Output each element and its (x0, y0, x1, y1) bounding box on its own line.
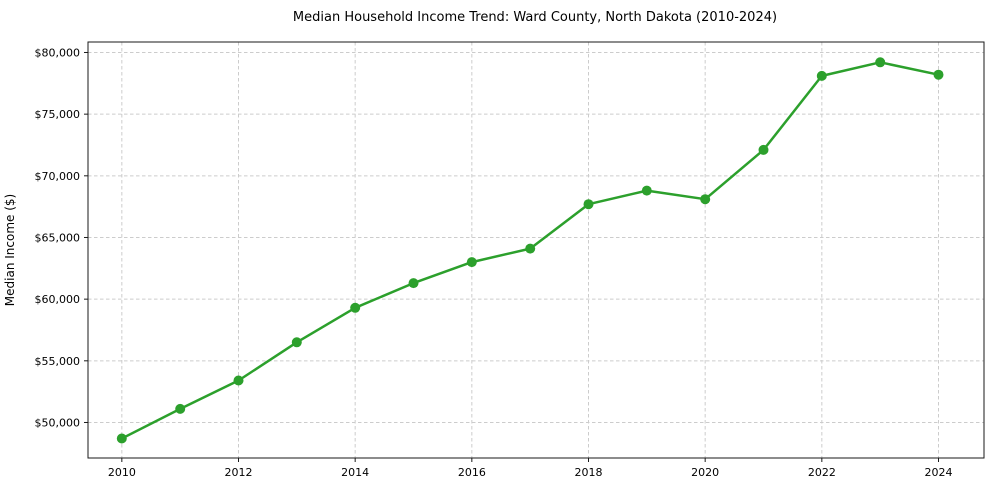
data-point (408, 278, 419, 289)
x-tick-label: 2022 (808, 466, 836, 479)
grid-layer (88, 42, 984, 458)
data-point (116, 433, 127, 444)
data-point (641, 185, 652, 196)
y-tick-label: $60,000 (35, 293, 81, 306)
y-axis-label: Median Income ($) (3, 194, 17, 306)
x-tick-label: 2016 (458, 466, 486, 479)
data-point (758, 144, 769, 155)
y-tick-label: $55,000 (35, 355, 81, 368)
data-point (816, 70, 827, 81)
data-point (700, 194, 711, 205)
data-point (525, 243, 536, 254)
y-tick-label: $50,000 (35, 416, 81, 429)
series-layer (116, 57, 944, 444)
y-tick-label: $65,000 (35, 231, 81, 244)
y-tick-label: $70,000 (35, 170, 81, 183)
data-point (933, 69, 944, 80)
data-point (291, 337, 302, 348)
data-point (175, 403, 186, 414)
x-tick-label: 2014 (341, 466, 369, 479)
x-tick-label: 2010 (108, 466, 136, 479)
y-tick-label: $80,000 (35, 46, 81, 59)
y-tick-label: $75,000 (35, 108, 81, 121)
data-point (350, 302, 361, 313)
x-tick-label: 2020 (691, 466, 719, 479)
data-point (233, 375, 244, 386)
x-tick-label: 2012 (225, 466, 253, 479)
plot-border (87, 41, 985, 459)
data-point (875, 57, 886, 68)
data-point (466, 257, 477, 268)
chart-title: Median Household Income Trend: Ward Coun… (293, 10, 777, 25)
axes-layer: $50,000 $55,000 $60,000 $65,000 $70,000 $75,0… (35, 41, 985, 479)
x-tick-label: 2018 (575, 466, 603, 479)
x-tick-label: 2024 (925, 466, 953, 479)
data-point (583, 199, 594, 210)
